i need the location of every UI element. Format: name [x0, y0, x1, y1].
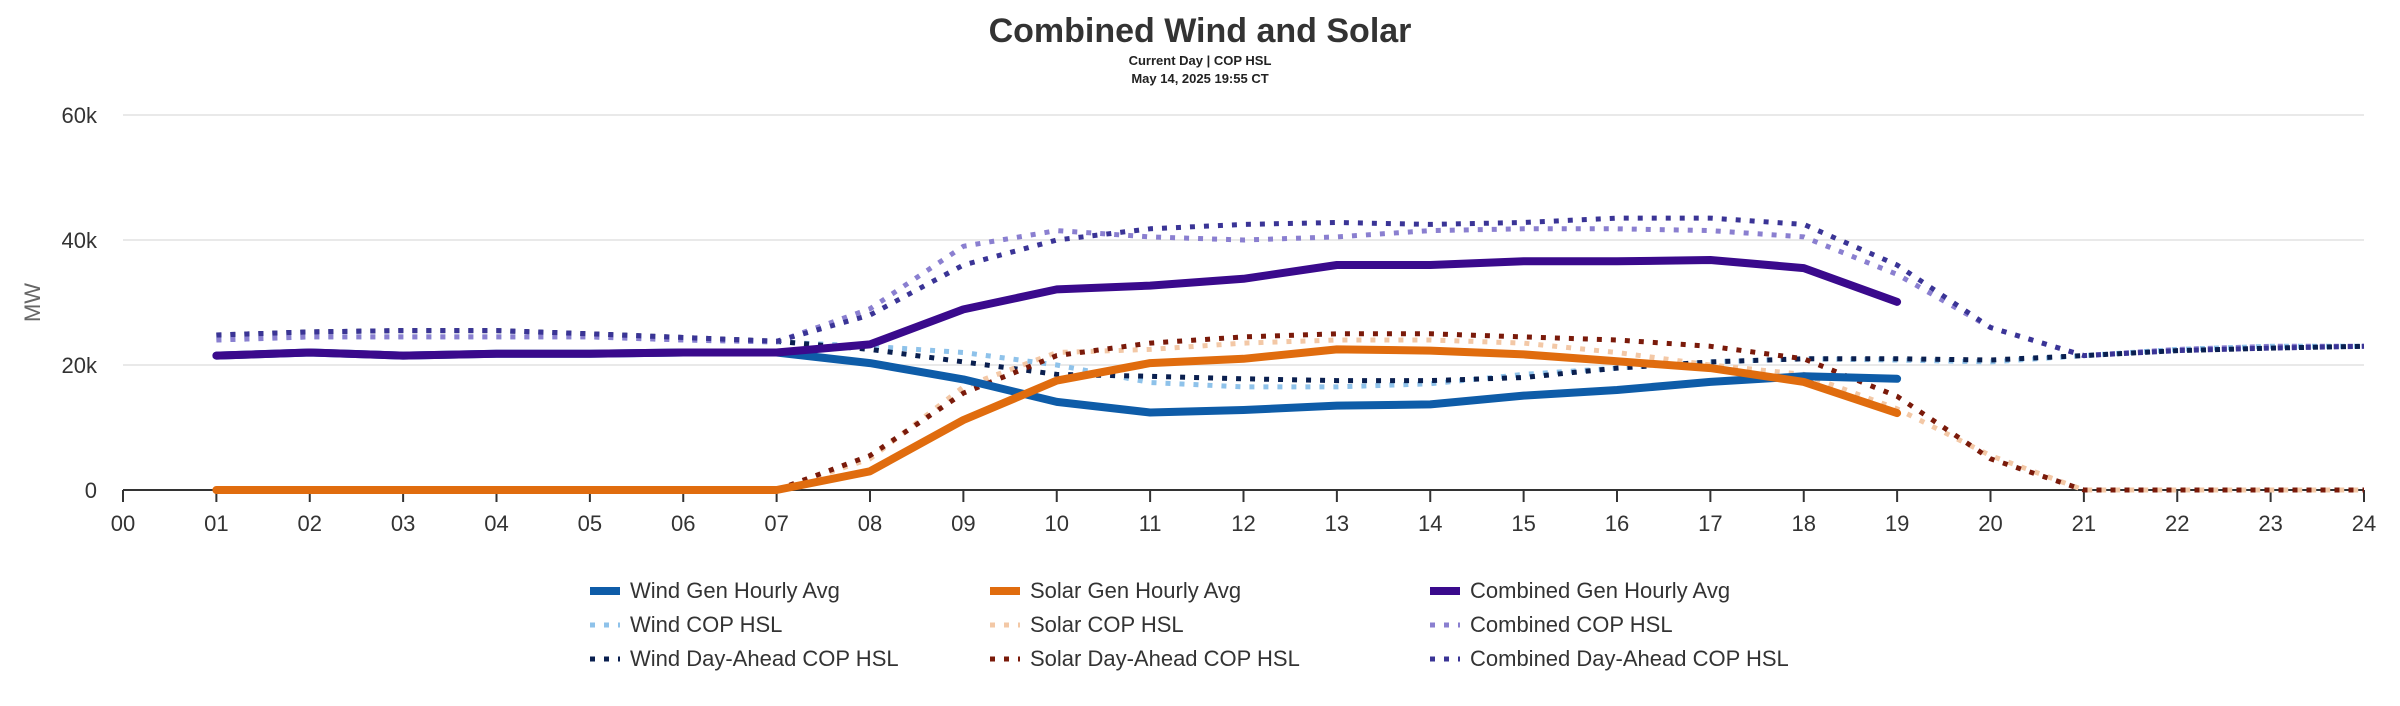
series-line-combined-gen-hourly-avg [212, 256, 1902, 360]
chart-timestamp: May 14, 2025 19:55 CT [1131, 71, 1269, 86]
chart-header: Combined Wind and Solar Current Day | CO… [0, 10, 2400, 88]
legend-row: Wind COP HSL Solar COP HSL Combined COP HS… [590, 608, 1890, 642]
x-tick-label: 17 [1698, 511, 1722, 536]
series-line-solar-gen-hourly-avg [212, 345, 1902, 494]
x-tick-label: 13 [1325, 511, 1349, 536]
chart-title: Combined Wind and Solar [988, 12, 1412, 50]
x-tick-label: 20 [1978, 511, 2002, 536]
x-tick-label: 06 [671, 511, 695, 536]
legend-label: Solar COP HSL [1030, 612, 1184, 637]
x-tick-label: 05 [578, 511, 602, 536]
y-tick-label: 60k [62, 103, 98, 128]
x-tick-label: 12 [1231, 511, 1255, 536]
legend-swatch [990, 587, 1020, 595]
series-line-solar-day-ahead-cop-hsl [216, 331, 2364, 493]
x-tick-label: 24 [2352, 511, 2376, 536]
line-chart: 0 20k 40k 60k 00 01 02 03 04 05 06 07 08 09 10 11 12 13 14… [20, 103, 2376, 536]
y-tick-label: 20k [62, 353, 98, 378]
legend-item[interactable]: Combined Day-Ahead COP HSL [1430, 646, 1830, 672]
legend-item[interactable]: Wind Gen Hourly Avg [590, 578, 990, 604]
x-tick-label: 22 [2165, 511, 2189, 536]
legend-item[interactable]: Solar Gen Hourly Avg [990, 578, 1430, 604]
legend-item[interactable]: Solar Day-Ahead COP HSL [990, 646, 1430, 672]
legend-label: Combined Gen Hourly Avg [1470, 578, 1731, 603]
legend-item[interactable]: Wind COP HSL [590, 612, 990, 638]
x-tick-label: 14 [1418, 511, 1442, 536]
legend-label: Wind COP HSL [630, 612, 783, 637]
tick-labels: 0 20k 40k 60k 00 01 02 03 04 05 06 07 08 09 10 11 12 13 14… [20, 103, 2376, 536]
legend-item[interactable]: Solar COP HSL [990, 612, 1430, 638]
x-tick-label: 15 [1511, 511, 1535, 536]
x-tick-label: 10 [1045, 511, 1069, 536]
series-line-wind-day-ahead-cop-hsl [216, 328, 2365, 384]
series-lines [212, 215, 2365, 494]
legend-swatch [590, 622, 620, 628]
series-line-combined-day-ahead-cop-hsl [216, 215, 2365, 359]
legend-swatch [990, 622, 1020, 628]
legend-item[interactable]: Wind Day-Ahead COP HSL [590, 646, 990, 672]
legend-label: Combined Day-Ahead COP HSL [1470, 646, 1789, 671]
legend-label: Combined COP HSL [1470, 612, 1673, 637]
x-tick-label: 09 [951, 511, 975, 536]
y-tick-label: 0 [85, 478, 97, 503]
legend-row: Wind Gen Hourly Avg Solar Gen Hourly Avg C… [590, 574, 1890, 608]
legend-label: Solar Day-Ahead COP HSL [1030, 646, 1300, 671]
legend-item[interactable]: Combined Gen Hourly Avg [1430, 578, 1830, 604]
legend-swatch [1430, 587, 1460, 595]
legend-item[interactable]: Combined COP HSL [1430, 612, 1830, 638]
x-tick-label: 11 [1139, 511, 1162, 536]
legend-swatch [1430, 656, 1460, 662]
chart-subtitle: Current Day | COP HSL [1128, 53, 1272, 68]
x-tick-label: 04 [484, 511, 508, 536]
x-tick-label: 07 [764, 511, 788, 536]
legend-label: Wind Day-Ahead COP HSL [630, 646, 899, 671]
x-tick-label: 00 [111, 511, 135, 536]
x-tick-label: 19 [1885, 511, 1909, 536]
x-tick-label: 03 [391, 511, 415, 536]
y-tick-label: 40k [62, 228, 98, 253]
x-tick-label: 02 [298, 511, 322, 536]
x-tick-label: 01 [204, 511, 228, 536]
x-tick-label: 18 [1792, 511, 1816, 536]
legend: Wind Gen Hourly Avg Solar Gen Hourly Avg C… [590, 574, 1890, 676]
x-tick-label: 08 [858, 511, 882, 536]
x-tick-label: 23 [2258, 511, 2282, 536]
legend-swatch [1430, 622, 1460, 628]
legend-label: Solar Gen Hourly Avg [1030, 578, 1242, 603]
legend-swatch [590, 656, 620, 662]
series-line-solar-cop-hsl [216, 337, 2364, 493]
legend-swatch [590, 587, 620, 595]
x-tick-label: 21 [2072, 511, 2096, 536]
legend-swatch [990, 656, 1020, 662]
legend-row: Wind Day-Ahead COP HSL Solar Day-Ahead CO… [590, 642, 1890, 676]
y-axis-label: MW [20, 283, 45, 322]
legend-label: Wind Gen Hourly Avg [630, 578, 840, 603]
x-tick-label: 16 [1605, 511, 1629, 536]
